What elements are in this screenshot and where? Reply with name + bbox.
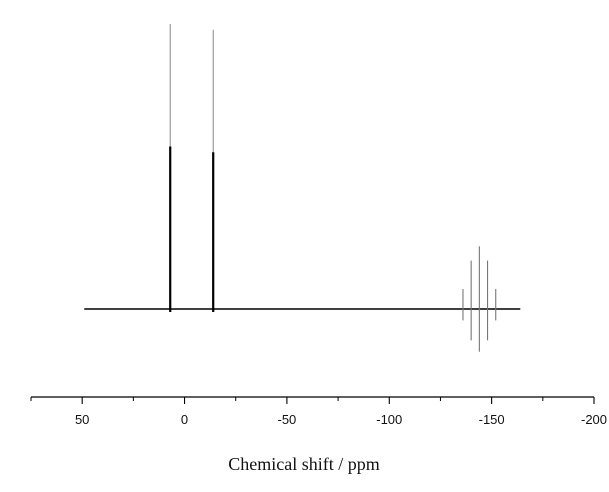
spectrum-layer bbox=[84, 24, 521, 352]
x-tick-label: -150 bbox=[479, 412, 505, 427]
x-tick-label: 50 bbox=[75, 412, 89, 427]
x-tick-label: -50 bbox=[278, 412, 297, 427]
x-tick-label: -100 bbox=[376, 412, 402, 427]
x-axis-label: Chemical shift / ppm bbox=[228, 454, 379, 474]
x-axis-ticks: 50 0 -50 -100 -150 -200 bbox=[30, 397, 607, 427]
x-tick-label: 0 bbox=[181, 412, 188, 427]
x-tick-label: -200 bbox=[581, 412, 607, 427]
